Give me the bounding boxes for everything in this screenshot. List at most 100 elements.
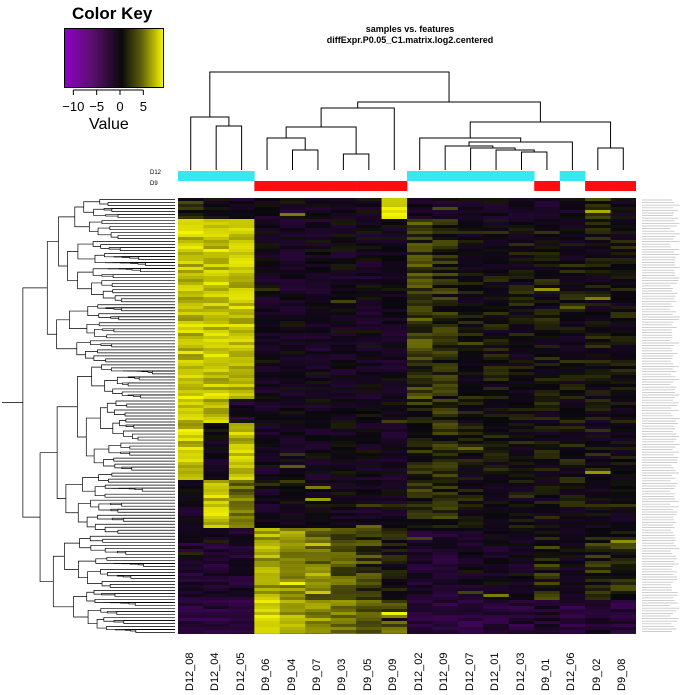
heatmap-cell — [508, 258, 535, 262]
heatmap-cell — [178, 291, 204, 295]
heatmap-cell — [330, 609, 357, 613]
heatmap-cell — [457, 591, 484, 595]
heatmap-cell — [330, 231, 357, 235]
heatmap-cell — [457, 219, 484, 223]
heatmap-cell — [228, 543, 255, 547]
heatmap-cell — [279, 246, 306, 250]
row-dendrogram-branch — [102, 538, 175, 543]
heatmap-cell — [432, 309, 459, 313]
heatmap-cell — [483, 633, 510, 634]
heatmap-cell — [432, 411, 459, 415]
heatmap-cell — [407, 552, 433, 556]
heatmap-cell — [483, 537, 510, 541]
heatmap-cell — [585, 444, 611, 448]
heatmap-cell — [254, 255, 281, 259]
heatmap-cell — [559, 333, 586, 337]
heatmap-cell — [407, 342, 433, 346]
heatmap-cell — [279, 288, 306, 292]
heatmap-cell — [432, 555, 459, 559]
heatmap-cell — [534, 498, 561, 502]
heatmap-cell — [559, 357, 586, 361]
heatmap-cell — [585, 381, 611, 385]
heatmap-cell — [254, 609, 281, 613]
heatmap-cell — [254, 321, 281, 325]
heatmap-cell — [407, 483, 433, 487]
heatmap-cell — [203, 552, 230, 556]
heatmap-cell — [432, 201, 459, 205]
heatmap-cell — [585, 516, 611, 520]
heatmap-cell — [305, 288, 332, 292]
heatmap-cell — [254, 411, 281, 415]
heatmap-cell — [610, 480, 636, 484]
heatmap-cell — [254, 336, 281, 340]
heatmap-cell — [457, 600, 484, 604]
heatmap-cell — [483, 561, 510, 565]
heatmap-cell — [305, 201, 332, 205]
heatmap-cell — [432, 582, 459, 586]
heatmap-cell — [203, 612, 230, 616]
row-dendrogram-branch — [111, 343, 175, 348]
heatmap-cell — [483, 312, 510, 316]
heatmap-cell — [228, 336, 255, 340]
heatmap-cell — [585, 483, 611, 487]
heatmap-cell — [432, 219, 459, 223]
heatmap-cell — [585, 297, 611, 301]
heatmap-cell — [508, 390, 535, 394]
heatmap-cell — [279, 249, 306, 253]
heatmap-cell — [178, 549, 204, 553]
heatmap-cell — [457, 543, 484, 547]
track-label-d9: D9 — [150, 181, 158, 187]
heatmap-cell — [508, 276, 535, 280]
heatmap-cell — [381, 378, 408, 382]
heatmap-cell — [203, 483, 230, 487]
heatmap-cell — [178, 429, 204, 433]
heatmap-cell — [178, 210, 204, 214]
heatmap-cell — [508, 303, 535, 307]
heatmap-cell — [228, 333, 255, 337]
heatmap-cell — [330, 438, 357, 442]
heatmap-cell — [178, 438, 204, 442]
heatmap-cell — [279, 201, 306, 205]
heatmap-cell — [407, 360, 433, 364]
heatmap-cell — [356, 504, 382, 508]
heatmap-cell — [610, 627, 636, 631]
heatmap-cell — [228, 528, 255, 532]
heatmap-cell — [407, 540, 433, 544]
heatmap-cell — [381, 591, 408, 595]
heatmap-cell — [305, 318, 332, 322]
heatmap-cell — [432, 291, 459, 295]
heatmap-cell — [559, 486, 586, 490]
heatmap-cell — [254, 519, 281, 523]
column-dendrogram-branch — [209, 71, 450, 117]
heatmap-cell — [432, 342, 459, 346]
heatmap-cell — [330, 399, 357, 403]
heatmap-cell — [483, 384, 510, 388]
row-dendrogram-branch — [100, 569, 175, 575]
heatmap-cell — [559, 309, 586, 313]
heatmap-cell — [457, 480, 484, 484]
heatmap-cell — [305, 603, 332, 607]
heatmap-cell — [381, 264, 408, 268]
heatmap-cell — [305, 564, 332, 568]
heatmap-cell — [559, 612, 586, 616]
heatmap-cell — [381, 315, 408, 319]
heatmap-cell — [534, 327, 561, 331]
heatmap-cell — [305, 606, 332, 610]
heatmap-cell — [432, 471, 459, 475]
heatmap-cell — [381, 597, 408, 601]
track-label-d12: D12 — [150, 170, 162, 176]
column-label-D9_04: D9_04 — [285, 658, 298, 691]
heatmap-cell — [330, 411, 357, 415]
heatmap-cell — [432, 210, 459, 214]
heatmap-cell — [279, 594, 306, 598]
row-dendrogram-branch — [86, 323, 100, 334]
row-dendrogram-branch — [118, 316, 175, 321]
heatmap-cell — [534, 252, 561, 256]
heatmap-cell — [228, 360, 255, 364]
heatmap-cell — [457, 282, 484, 286]
row-dendrogram-branch — [109, 584, 175, 588]
heatmap-cell — [254, 258, 281, 262]
heatmap-cell — [508, 411, 535, 415]
heatmap-cell — [457, 555, 484, 559]
heatmap-cell — [279, 474, 306, 478]
